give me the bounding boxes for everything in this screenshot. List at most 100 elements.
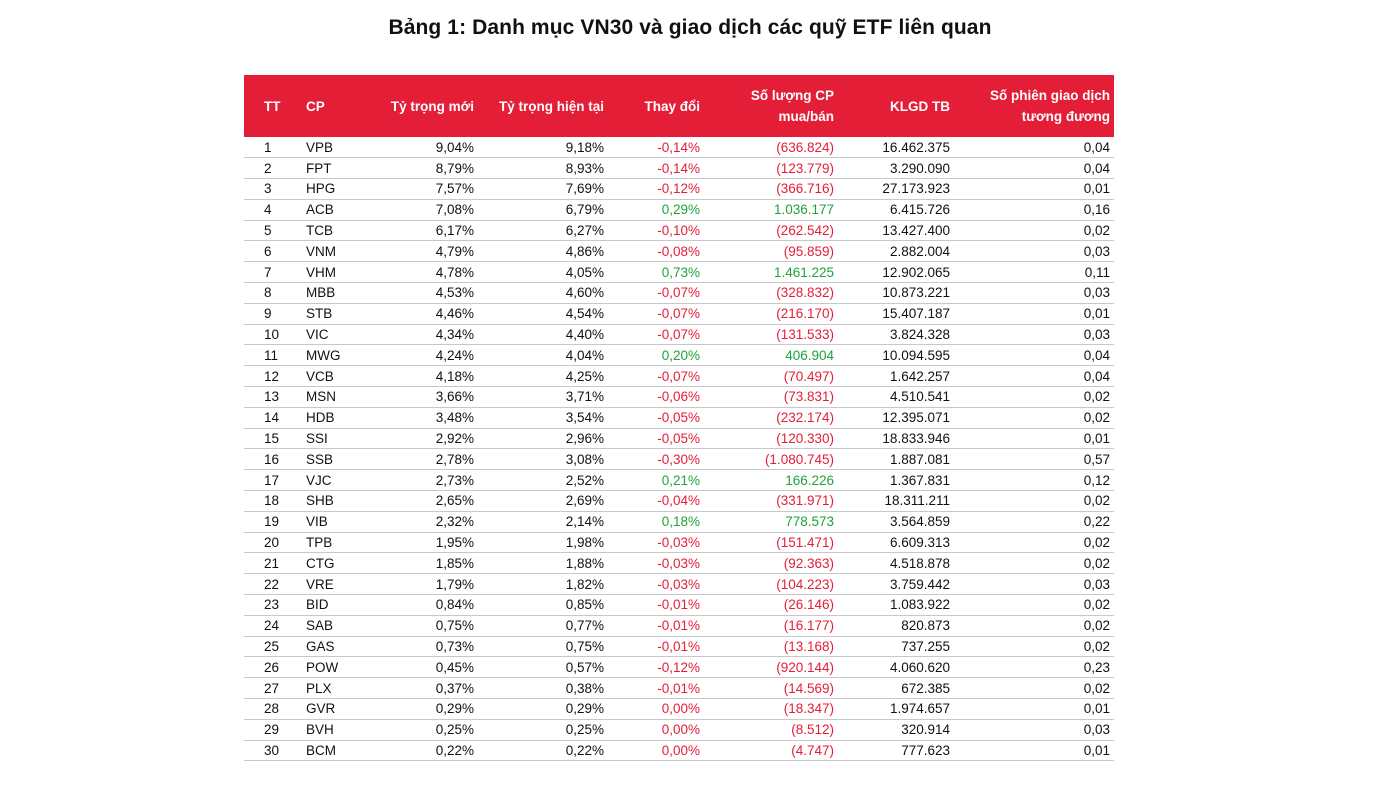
cell-avg-volume: 1.083.922 xyxy=(838,594,954,616)
cell-cp: CTG xyxy=(296,552,356,575)
cell-tt: 12 xyxy=(244,365,296,388)
cell-tt: 15 xyxy=(244,428,296,450)
cell-current-weight: 0,29% xyxy=(478,698,608,720)
cell-buy-sell-quantity: (73.831) xyxy=(704,386,838,408)
cell-cp: GAS xyxy=(296,636,356,658)
cell-avg-volume: 4.060.620 xyxy=(838,656,954,679)
cell-avg-volume: 27.173.923 xyxy=(838,178,954,200)
cell-change: -0,14% xyxy=(608,157,704,180)
cell-new-weight: 0,29% xyxy=(356,698,478,720)
cell-tt: 23 xyxy=(244,594,296,616)
cell-change: -0,05% xyxy=(608,428,704,450)
cell-change: -0,01% xyxy=(608,594,704,616)
cell-avg-volume: 6.415.726 xyxy=(838,199,954,221)
cell-new-weight: 4,18% xyxy=(356,365,478,388)
cell-buy-sell-quantity: (131.533) xyxy=(704,324,838,346)
cell-avg-volume: 18.833.946 xyxy=(838,428,954,450)
cell-tt: 8 xyxy=(244,282,296,304)
cell-current-weight: 4,60% xyxy=(478,282,608,304)
cell-change: -0,12% xyxy=(608,656,704,679)
cell-new-weight: 1,79% xyxy=(356,573,478,596)
cell-cp: SHB xyxy=(296,490,356,512)
cell-new-weight: 3,66% xyxy=(356,386,478,408)
cell-equivalent-sessions: 0,03 xyxy=(954,719,1114,741)
cell-tt: 16 xyxy=(244,448,296,471)
vn30-etf-table-container: TT CP Tỷ trọng mới Tỷ trọng hiện tại Tha… xyxy=(244,75,1114,762)
cell-current-weight: 7,69% xyxy=(478,178,608,200)
cell-current-weight: 4,04% xyxy=(478,344,608,367)
table-row: 10 VIC 4,34% 4,40% -0,07% (131.533) 3.824.328 0… xyxy=(244,324,1114,346)
cell-avg-volume: 18.311.211 xyxy=(838,490,954,512)
cell-equivalent-sessions: 0,12 xyxy=(954,469,1114,492)
table-row: 29 BVH 0,25% 0,25% 0,00% (8.512) 320.914 0,03 xyxy=(244,719,1114,741)
table-row: 19 VIB 2,32% 2,14% 0,18% 778.573 3.564.859 0,22 xyxy=(244,511,1114,533)
cell-tt: 22 xyxy=(244,573,296,596)
cell-equivalent-sessions: 0,22 xyxy=(954,511,1114,533)
cell-avg-volume: 1.642.257 xyxy=(838,365,954,388)
cell-avg-volume: 1.887.081 xyxy=(838,448,954,471)
cell-buy-sell-quantity: (216.170) xyxy=(704,303,838,325)
cell-equivalent-sessions: 0,23 xyxy=(954,656,1114,679)
cell-buy-sell-quantity: 1.036.177 xyxy=(704,199,838,221)
cell-buy-sell-quantity: (636.824) xyxy=(704,137,838,159)
cell-avg-volume: 1.974.657 xyxy=(838,698,954,720)
cell-new-weight: 0,22% xyxy=(356,740,478,762)
cell-change: -0,03% xyxy=(608,532,704,554)
cell-current-weight: 4,86% xyxy=(478,240,608,263)
table-row: 24 SAB 0,75% 0,77% -0,01% (16.177) 820.873 0,02 xyxy=(244,615,1114,637)
cell-tt: 19 xyxy=(244,511,296,533)
cell-new-weight: 4,24% xyxy=(356,344,478,367)
cell-equivalent-sessions: 0,02 xyxy=(954,636,1114,658)
cell-tt: 11 xyxy=(244,344,296,367)
cell-cp: VIB xyxy=(296,511,356,533)
cell-new-weight: 2,92% xyxy=(356,428,478,450)
cell-buy-sell-quantity: (8.512) xyxy=(704,719,838,741)
cell-new-weight: 2,32% xyxy=(356,511,478,533)
cell-change: 0,29% xyxy=(608,199,704,221)
cell-current-weight: 4,40% xyxy=(478,324,608,346)
cell-avg-volume: 6.609.313 xyxy=(838,532,954,554)
cell-cp: MWG xyxy=(296,344,356,367)
cell-equivalent-sessions: 0,04 xyxy=(954,157,1114,180)
cell-change: -0,07% xyxy=(608,324,704,346)
cell-current-weight: 0,75% xyxy=(478,636,608,658)
cell-cp: VJC xyxy=(296,469,356,492)
cell-new-weight: 8,79% xyxy=(356,157,478,180)
cell-tt: 13 xyxy=(244,386,296,408)
cell-tt: 7 xyxy=(244,261,296,284)
cell-tt: 21 xyxy=(244,552,296,575)
cell-change: -0,03% xyxy=(608,573,704,596)
cell-tt: 29 xyxy=(244,719,296,741)
header-tt: TT xyxy=(264,98,281,114)
cell-change: -0,07% xyxy=(608,303,704,325)
cell-avg-volume: 737.255 xyxy=(838,636,954,658)
cell-current-weight: 1,82% xyxy=(478,573,608,596)
cell-cp: SSI xyxy=(296,428,356,450)
cell-equivalent-sessions: 0,57 xyxy=(954,448,1114,471)
cell-tt: 4 xyxy=(244,199,296,221)
table-row: 25 GAS 0,73% 0,75% -0,01% (13.168) 737.255 0,02 xyxy=(244,636,1114,658)
cell-new-weight: 0,75% xyxy=(356,615,478,637)
table-row: 18 SHB 2,65% 2,69% -0,04% (331.971) 18.311.211… xyxy=(244,490,1114,512)
cell-new-weight: 4,79% xyxy=(356,240,478,263)
header-cp: CP xyxy=(306,98,325,114)
cell-equivalent-sessions: 0,02 xyxy=(954,552,1114,575)
header-new-weight: Tỷ trọng mới xyxy=(390,98,474,114)
cell-equivalent-sessions: 0,03 xyxy=(954,324,1114,346)
table-row: 27 PLX 0,37% 0,38% -0,01% (14.569) 672.385 0,02 xyxy=(244,677,1114,700)
cell-avg-volume: 3.564.859 xyxy=(838,511,954,533)
table-row: 12 VCB 4,18% 4,25% -0,07% (70.497) 1.642.257 0,… xyxy=(244,365,1114,388)
cell-new-weight: 0,37% xyxy=(356,677,478,700)
cell-equivalent-sessions: 0,04 xyxy=(954,137,1114,159)
table-body: 1 VPB 9,04% 9,18% -0,14% (636.824) 16.462.375 0… xyxy=(244,137,1114,762)
table-row: 8 MBB 4,53% 4,60% -0,07% (328.832) 10.873.221 0… xyxy=(244,282,1114,304)
cell-avg-volume: 3.824.328 xyxy=(838,324,954,346)
cell-cp: TPB xyxy=(296,532,356,554)
cell-new-weight: 0,25% xyxy=(356,719,478,741)
cell-current-weight: 2,52% xyxy=(478,469,608,492)
cell-current-weight: 2,96% xyxy=(478,428,608,450)
cell-new-weight: 6,17% xyxy=(356,220,478,242)
cell-cp: SSB xyxy=(296,448,356,471)
table-row: 21 CTG 1,85% 1,88% -0,03% (92.363) 4.518.878 0,… xyxy=(244,552,1114,575)
cell-cp: VHM xyxy=(296,261,356,284)
